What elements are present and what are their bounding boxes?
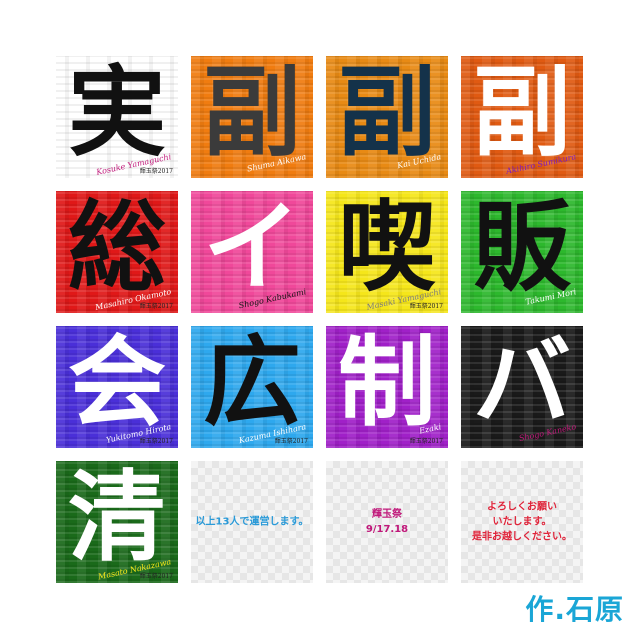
tile-texture [326, 56, 448, 178]
tile-kanji: 販 [472, 191, 571, 305]
note-tile-members: 以上13人で運営します。 [191, 461, 313, 583]
tile-sei-kiyoshi: 清 Masato Nakazawa 輝玉祭2017 [56, 461, 178, 583]
tile-kanji: 清 [67, 461, 166, 575]
tile-han: 販 Takumi Mori [461, 191, 583, 313]
tile-texture [461, 56, 583, 178]
tile-texture [56, 461, 178, 583]
tile-stamp: 輝玉祭2017 [139, 438, 173, 445]
tile-kitsu: 喫 Masaki Yamaguchi 輝玉祭2017 [326, 191, 448, 313]
tile-texture [191, 191, 313, 313]
tile-fuku-1: 副 Shuma Aikawa [191, 56, 313, 178]
tile-stamp: 輝玉祭2017 [409, 303, 443, 310]
tile-texture [326, 191, 448, 313]
tile-kanji: 喫 [337, 191, 436, 305]
tile-texture [191, 56, 313, 178]
tile-kanji: 副 [202, 56, 301, 170]
tile-kanji: 副 [337, 56, 436, 170]
tile-texture [191, 326, 313, 448]
tile-kanji: バ [472, 326, 571, 440]
tile-kanji: 会 [67, 326, 166, 440]
tile-kai: 会 Yukitomo Hirota 輝玉祭2017 [56, 326, 178, 448]
tile-fuku-2: 副 Kai Uchida [326, 56, 448, 178]
tile-kanji: 副 [472, 56, 571, 170]
tile-stamp: 輝玉祭2017 [139, 303, 173, 310]
tile-ba: バ Shogo Kaneko [461, 326, 583, 448]
note-text: 輝玉祭 9/17.18 [365, 509, 409, 535]
tile-kanji: 実 [67, 56, 166, 170]
tile-kanji: 総 [67, 191, 166, 305]
tile-texture [461, 191, 583, 313]
tile-kou: 広 Kazuma Ishihara 輝玉祭2017 [191, 326, 313, 448]
tile-stamp: 輝玉祭2017 [139, 168, 173, 175]
note-text: 以上13人で運営します。 [195, 516, 309, 528]
author-credit: 作.石原 [525, 593, 624, 626]
tile-fuku-3: 副 Akihiro Sumikura [461, 56, 583, 178]
tile-texture [461, 326, 583, 448]
tile-sei: 制 Ezaki 輝玉祭2017 [326, 326, 448, 448]
note-tile-greeting: よろしくお願い いたします。 是非お越しください。 [461, 461, 583, 583]
tile-texture [326, 326, 448, 448]
tile-sou: 総 Masahiro Okamoto 輝玉祭2017 [56, 191, 178, 313]
tile-kanji: 広 [202, 326, 301, 440]
tile-stamp: 輝玉祭2017 [274, 438, 308, 445]
tile-kanji: イ [202, 191, 301, 305]
tile-stamp: 輝玉祭2017 [139, 573, 173, 580]
tile-i: イ Shogo Kabukami [191, 191, 313, 313]
tile-stamp: 輝玉祭2017 [409, 438, 443, 445]
tile-kanji: 制 [337, 326, 436, 440]
tile-texture [56, 326, 178, 448]
tile-texture [56, 191, 178, 313]
tile-texture [56, 56, 178, 178]
note-text: よろしくお願い いたします。 是非お越しください。 [472, 501, 572, 543]
tile-jitsu: 実 Kosuke Yamaguchi 輝玉祭2017 [56, 56, 178, 178]
note-tile-festival: 輝玉祭 9/17.18 [326, 461, 448, 583]
